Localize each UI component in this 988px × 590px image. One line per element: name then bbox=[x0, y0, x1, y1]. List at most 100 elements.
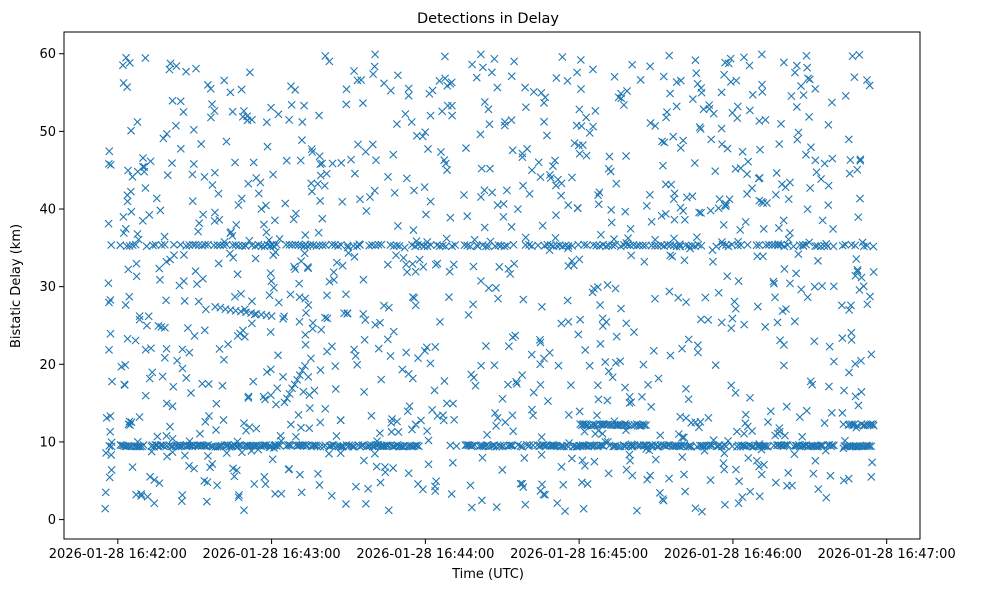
data-point bbox=[748, 184, 757, 193]
data-point bbox=[240, 332, 249, 341]
data-point bbox=[525, 189, 534, 198]
data-point bbox=[557, 462, 566, 471]
data-point bbox=[224, 340, 233, 349]
data-point bbox=[647, 217, 656, 226]
data-point bbox=[744, 157, 753, 166]
data-point bbox=[304, 372, 313, 381]
data-point bbox=[625, 399, 634, 407]
data-point bbox=[285, 240, 294, 249]
data-point bbox=[185, 461, 194, 470]
data-point bbox=[699, 105, 708, 114]
data-point bbox=[797, 81, 806, 90]
data-point bbox=[332, 432, 341, 440]
data-point bbox=[295, 279, 304, 288]
data-point bbox=[585, 128, 594, 137]
data-point bbox=[350, 345, 359, 354]
data-point bbox=[495, 262, 504, 271]
data-point bbox=[741, 217, 750, 226]
data-point bbox=[574, 240, 583, 249]
data-point bbox=[376, 318, 384, 327]
data-point bbox=[521, 103, 530, 112]
data-point bbox=[734, 237, 743, 246]
data-point bbox=[676, 76, 685, 85]
data-point bbox=[678, 344, 687, 353]
data-point bbox=[244, 392, 253, 401]
data-point bbox=[853, 265, 862, 274]
data-point bbox=[315, 480, 324, 489]
data-point bbox=[251, 254, 260, 263]
data-point bbox=[711, 167, 720, 176]
data-point bbox=[611, 358, 620, 367]
data-point bbox=[551, 233, 560, 242]
data-point bbox=[508, 411, 517, 420]
data-point bbox=[143, 492, 152, 501]
data-point bbox=[316, 196, 325, 205]
data-point bbox=[162, 399, 171, 408]
data-point bbox=[139, 441, 148, 449]
data-point bbox=[398, 365, 407, 374]
data-point bbox=[269, 283, 278, 292]
data-point bbox=[738, 493, 747, 502]
data-point bbox=[299, 387, 308, 396]
data-point bbox=[261, 201, 270, 210]
data-point bbox=[316, 160, 325, 169]
data-point bbox=[237, 448, 246, 457]
data-point bbox=[540, 98, 548, 107]
data-point bbox=[178, 490, 187, 499]
data-point bbox=[771, 431, 780, 440]
data-point bbox=[727, 324, 736, 333]
data-point bbox=[393, 71, 402, 80]
data-point bbox=[313, 442, 322, 451]
data-point bbox=[812, 168, 821, 177]
data-point bbox=[845, 169, 854, 178]
data-point bbox=[387, 427, 396, 436]
data-point bbox=[369, 70, 378, 79]
data-point bbox=[504, 380, 513, 389]
data-point bbox=[341, 499, 350, 508]
data-point bbox=[642, 201, 651, 210]
data-point bbox=[529, 388, 538, 397]
data-point bbox=[472, 73, 481, 82]
data-point bbox=[314, 228, 323, 237]
data-point bbox=[411, 267, 420, 276]
data-point bbox=[305, 424, 314, 433]
data-point bbox=[510, 259, 519, 268]
data-point bbox=[697, 241, 706, 250]
data-point bbox=[663, 108, 671, 117]
data-point bbox=[471, 381, 480, 390]
data-point bbox=[677, 441, 686, 450]
data-point bbox=[170, 251, 179, 260]
data-point bbox=[101, 504, 110, 513]
data-point bbox=[600, 420, 609, 429]
data-point bbox=[492, 421, 501, 430]
data-point bbox=[691, 418, 700, 427]
data-point bbox=[247, 319, 256, 328]
data-point bbox=[225, 249, 234, 258]
data-point bbox=[847, 335, 856, 344]
data-point bbox=[216, 442, 225, 451]
data-point bbox=[386, 86, 395, 95]
data-point bbox=[480, 98, 489, 106]
data-point bbox=[588, 65, 597, 74]
data-point bbox=[210, 208, 219, 217]
data-point bbox=[141, 54, 150, 63]
data-point bbox=[419, 262, 428, 271]
data-point bbox=[518, 442, 527, 451]
data-point bbox=[127, 126, 136, 135]
data-point bbox=[632, 241, 641, 250]
data-point bbox=[630, 328, 638, 337]
data-point bbox=[423, 427, 432, 436]
data-point bbox=[486, 237, 495, 246]
data-point bbox=[782, 402, 791, 411]
data-point bbox=[362, 207, 371, 216]
data-point bbox=[536, 380, 545, 389]
data-point bbox=[688, 95, 697, 104]
data-point bbox=[593, 283, 602, 292]
data-point bbox=[374, 344, 383, 353]
data-point bbox=[604, 241, 613, 250]
data-point bbox=[293, 375, 302, 384]
data-point bbox=[176, 144, 185, 153]
data-point bbox=[269, 170, 278, 179]
data-point bbox=[705, 101, 714, 110]
data-point bbox=[636, 75, 645, 84]
